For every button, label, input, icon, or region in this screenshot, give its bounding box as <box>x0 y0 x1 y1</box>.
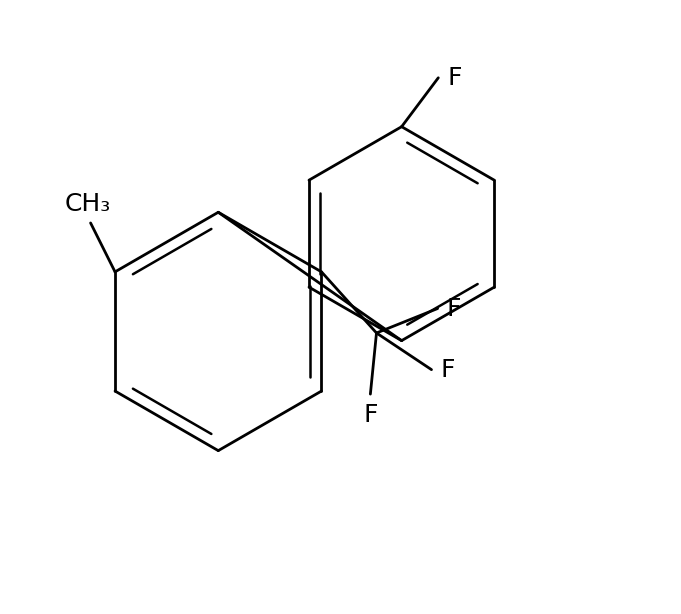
Text: CH₃: CH₃ <box>65 192 110 216</box>
Text: F: F <box>441 357 455 382</box>
Text: F: F <box>447 66 462 90</box>
Text: F: F <box>447 297 461 321</box>
Text: F: F <box>363 403 378 427</box>
